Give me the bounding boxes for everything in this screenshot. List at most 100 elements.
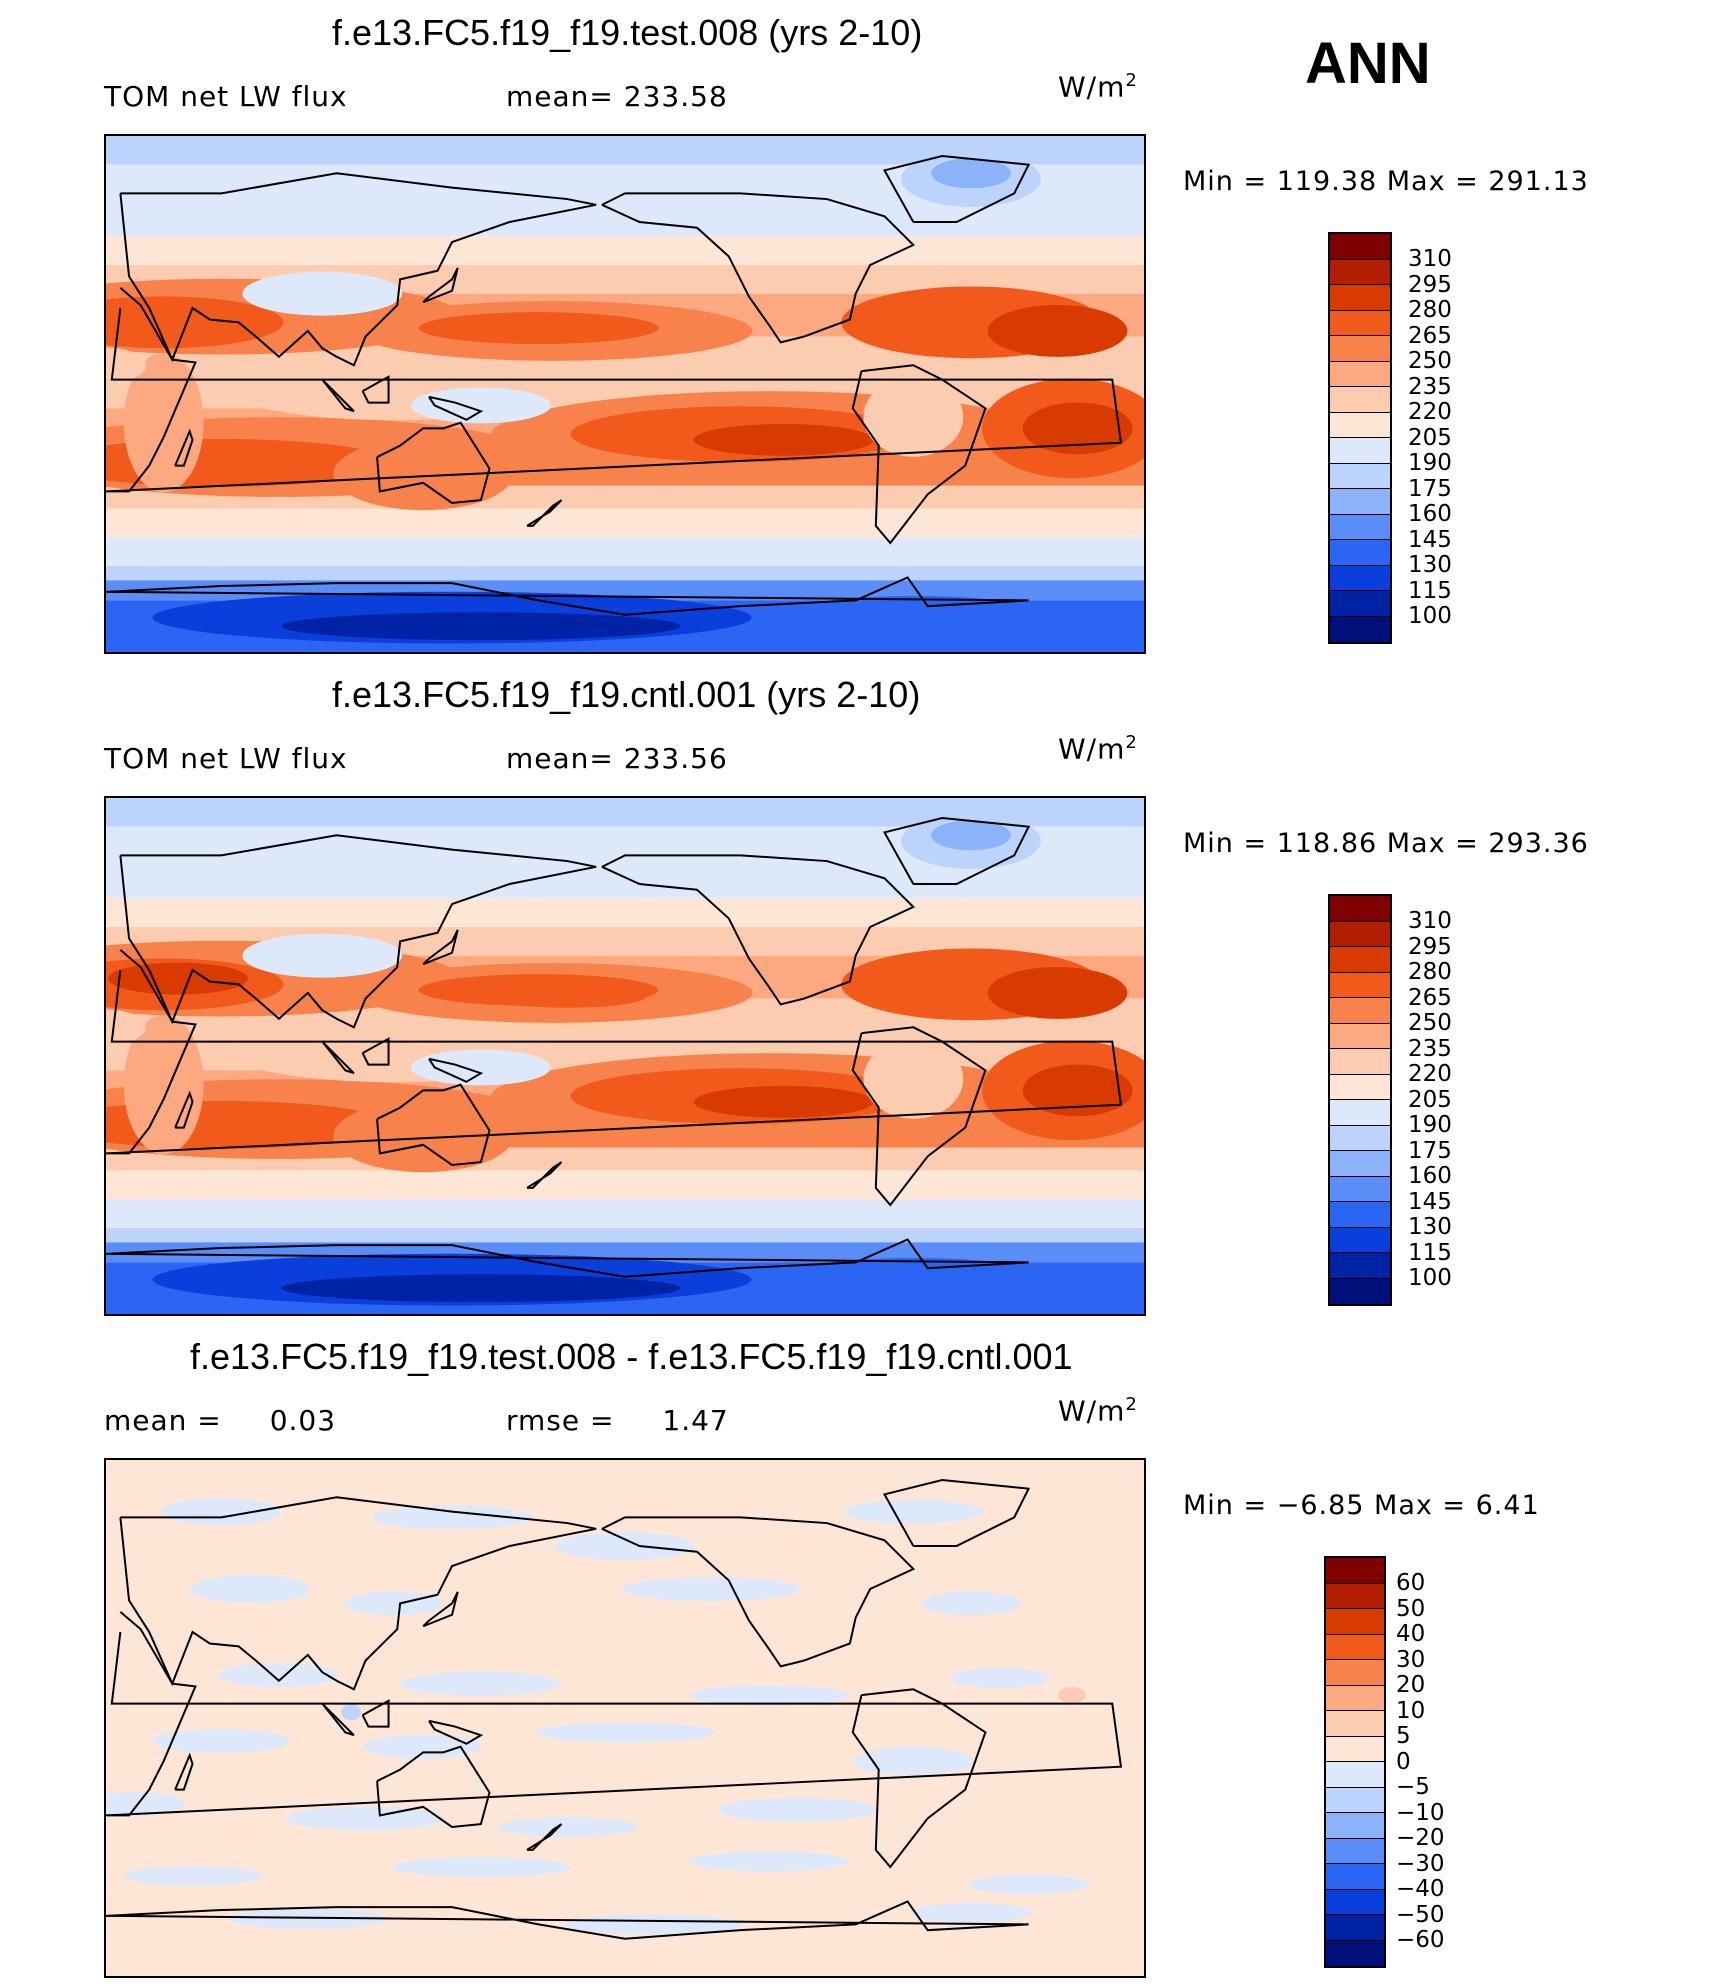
colorbar-swatch: [1330, 1100, 1390, 1126]
coastline: [119, 1496, 597, 1691]
lat-band: [106, 537, 1144, 566]
contour-region: [863, 377, 964, 457]
colorbar-swatch: [1330, 1227, 1390, 1253]
lat-band: [106, 1170, 1144, 1200]
lat-band: [106, 508, 1144, 538]
panel2-colorbar-labels: 310 295 280 265 250 235 220 205 190 175 160 145 130 1…: [1408, 906, 1488, 1296]
colorbar-level-label: −20: [1396, 1825, 1445, 1851]
contour-region: [372, 1505, 532, 1530]
coastline: [882, 817, 1031, 885]
colorbar-swatch: [1330, 1049, 1390, 1075]
colorbar-swatch: [1330, 310, 1390, 336]
colorbar-level-label: 0: [1396, 1748, 1411, 1775]
panel1-colorbar-labels: 310 295 280 265 250 235 220 205 190 175 160 145 130 1…: [1408, 244, 1488, 634]
panel3-map: [104, 1458, 1146, 1978]
colorbar-swatch: [1330, 514, 1390, 540]
contour-region: [1022, 402, 1133, 455]
colorbar-swatch: [1330, 1278, 1390, 1304]
contour-region: [487, 983, 648, 1008]
contour-region: [400, 1671, 561, 1696]
panel1-mean-value: 233.58: [623, 80, 728, 113]
coastline: [376, 421, 491, 505]
colorbar-swatch: [1330, 463, 1390, 489]
colorbar-level-label: 220: [1408, 399, 1452, 425]
contour-region: [219, 1663, 339, 1687]
panel3-rmse-value: 1.47: [662, 1404, 729, 1437]
colorbar-swatch: [1330, 1151, 1390, 1177]
colorbar-level-label: 115: [1408, 1239, 1452, 1266]
colorbar-swatch: [1326, 1940, 1384, 1966]
colorbar-level-label: 280: [1408, 297, 1452, 323]
colorbar-swatch: [1326, 1889, 1384, 1915]
contour-region: [418, 312, 659, 345]
colorbar-swatch: [1330, 616, 1390, 642]
contour-region: [281, 612, 681, 641]
contour-region: [987, 305, 1128, 357]
colorbar-swatch: [1330, 259, 1390, 285]
colorbar-swatch: [1330, 1125, 1390, 1151]
panel3-colorbar: [1324, 1556, 1386, 1968]
colorbar-swatch: [1330, 1074, 1390, 1100]
contour-region: [497, 1816, 638, 1837]
contour-region: [987, 967, 1128, 1019]
contour-region: [106, 347, 146, 384]
coastline: [882, 155, 1031, 223]
contour-region: [863, 1039, 964, 1119]
colorbar-level-label: 160: [1408, 501, 1452, 527]
panel3-title: f.e13.FC5.f19_f19.test.008 - f.e13.FC5.f…: [190, 1336, 1073, 1377]
coastline: [376, 1745, 491, 1829]
panel3-rmse-text: rmse =: [506, 1404, 615, 1437]
colorbar-swatch: [1330, 438, 1390, 464]
coastline: [422, 1591, 459, 1628]
contour-region: [689, 1685, 850, 1706]
coastline: [422, 929, 459, 966]
colorbar-swatch: [1330, 947, 1390, 973]
colorbar-swatch: [1326, 1864, 1384, 1890]
coastline: [428, 1719, 484, 1745]
coastline: [174, 1090, 194, 1129]
panel2-colorbar: [1328, 894, 1392, 1306]
coastline: [851, 1026, 987, 1207]
panel2-mean-label: mean= 233.56: [506, 742, 728, 775]
contour-region: [853, 1747, 974, 1775]
colorbar-level-label: 220: [1408, 1061, 1452, 1087]
contour-region: [921, 1591, 1021, 1616]
colorbar-level-label: 20: [1396, 1672, 1426, 1698]
coastline: [119, 834, 597, 1029]
coastline: [601, 854, 916, 1006]
coastline: [174, 1752, 194, 1791]
colorbar-swatch: [1326, 1583, 1384, 1609]
colorbar-swatch: [1330, 1202, 1390, 1228]
coastline: [428, 1057, 484, 1083]
colorbar-level-label: −40: [1396, 1876, 1445, 1902]
colorbar-swatch: [1330, 540, 1390, 566]
colorbar-swatch: [1330, 591, 1390, 617]
coastline: [106, 1238, 1029, 1278]
colorbar-level-label: 115: [1408, 577, 1452, 604]
contour-region: [931, 158, 1011, 189]
colorbar-swatch: [1330, 998, 1390, 1024]
panel2-colorbar-swatches: [1330, 896, 1390, 1304]
colorbar-level-label: 250: [1408, 348, 1452, 374]
contour-region: [410, 387, 551, 424]
contour-region: [161, 1497, 282, 1526]
colorbar-level-label: 280: [1408, 959, 1452, 985]
colorbar-swatch: [1330, 565, 1390, 591]
panel3-mean-label: mean = 0.03: [104, 1404, 336, 1437]
contour-region: [363, 1734, 484, 1759]
colorbar-swatch: [1326, 1813, 1384, 1839]
colorbar-level-label: 190: [1408, 450, 1452, 476]
colorbar-level-label: 130: [1408, 1214, 1452, 1240]
panel1-title: f.e13.FC5.f19_f19.test.008 (yrs 2-10): [332, 12, 923, 53]
contour-region: [621, 1577, 802, 1601]
coastline: [428, 395, 484, 421]
colorbar-level-label: 160: [1408, 1163, 1452, 1189]
colorbar-swatch: [1326, 1634, 1384, 1660]
colorbar-level-label: 295: [1408, 933, 1452, 960]
contour-region: [1022, 1064, 1133, 1117]
coastline: [361, 1037, 390, 1066]
panel1-map-svg: [106, 136, 1144, 652]
panel2-mean-value: 233.56: [623, 742, 728, 775]
coastline: [851, 364, 987, 545]
contour-region: [564, 1914, 744, 1935]
